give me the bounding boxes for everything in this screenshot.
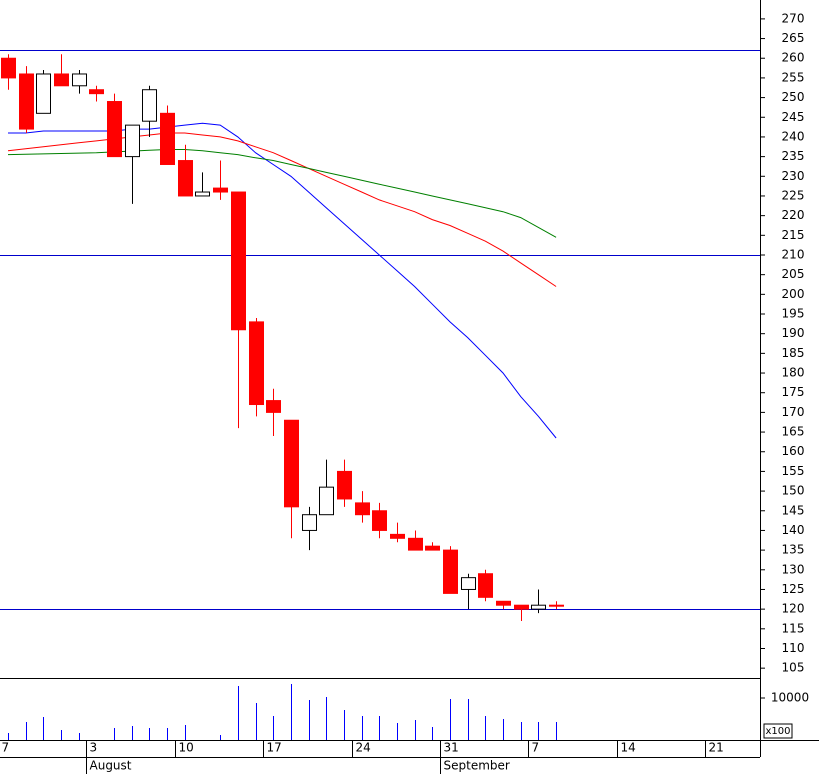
x-tick-label: 7 (2, 741, 10, 755)
x-tick-label: 10 (179, 741, 194, 755)
candle-body (266, 400, 281, 413)
candle-body (425, 545, 440, 551)
moving-average-line (7, 132, 557, 287)
x-tick-label: 3 (90, 741, 98, 755)
y-tick-label: 145 (782, 503, 805, 517)
candle-body (496, 600, 511, 606)
candle-body (531, 604, 546, 610)
candle-body (54, 73, 69, 87)
candle-body (372, 510, 387, 531)
candle-body (390, 533, 405, 539)
y-tick-label: 220 (782, 208, 805, 222)
x-tick-label: 14 (621, 741, 636, 755)
volume-unit-label: x100 (765, 726, 790, 737)
y-tick-label: 115 (782, 621, 805, 635)
y-tick-label: 110 (782, 641, 805, 655)
x-tick-label: 21 (709, 741, 724, 755)
x-tick-label: 7 (532, 741, 540, 755)
x-tick-label: 31 (444, 741, 459, 755)
y-tick-label: 240 (782, 129, 805, 143)
y-tick-label: 215 (782, 228, 805, 242)
candle-body (89, 89, 104, 95)
candle-body (142, 89, 157, 122)
candle-body (319, 486, 334, 516)
candle-body (284, 419, 299, 508)
moving-average-line (7, 149, 557, 238)
x-tick-label: 24 (356, 741, 371, 755)
y-tick-label: 170 (782, 405, 805, 419)
y-tick-label: 130 (782, 562, 805, 576)
y-tick-label: 250 (782, 90, 805, 104)
y-tick-label: 260 (782, 51, 805, 65)
y-tick-label: 255 (782, 70, 805, 84)
y-tick-label: 105 (782, 661, 805, 675)
unit-box (763, 723, 793, 739)
candle-body (302, 514, 317, 531)
candle-body (178, 160, 193, 197)
y-tick-label: 230 (782, 169, 805, 183)
y-tick-label: 225 (782, 188, 805, 202)
y-tick-label: 195 (782, 307, 805, 321)
month-label: September (444, 759, 510, 773)
candle-body (408, 537, 423, 551)
candle-body (1, 57, 16, 79)
candle-body (19, 73, 34, 130)
candle-body (549, 604, 564, 607)
y-tick-label: 135 (782, 543, 805, 557)
y-tick-label: 245 (782, 110, 805, 124)
candle-body (195, 191, 210, 197)
y-tick-label: 150 (782, 484, 805, 498)
y-tick-label: 125 (782, 582, 805, 596)
candle-body (337, 470, 352, 500)
candle-body (231, 191, 246, 331)
candle-body (478, 573, 493, 598)
y-tick-label: 175 (782, 385, 805, 399)
y-tick-label: 120 (782, 602, 805, 616)
candle-body (125, 124, 140, 158)
y-tick-label: 270 (782, 11, 805, 25)
x-tick-label: 17 (267, 741, 282, 755)
candle-body (355, 502, 370, 516)
candle-body (107, 101, 122, 158)
y-tick-label: 185 (782, 346, 805, 360)
candle-body (249, 321, 264, 406)
moving-average-line (8, 122, 557, 439)
y-tick-label: 140 (782, 523, 805, 537)
y-tick-label: 205 (782, 267, 805, 281)
candle-body (160, 112, 175, 165)
y-tick-label: 165 (782, 425, 805, 439)
candle-body (213, 187, 228, 193)
y-tick-label: 235 (782, 149, 805, 163)
y-tick-label: 155 (782, 464, 805, 478)
y-tick-label: 160 (782, 444, 805, 458)
y-tick-label: 210 (782, 247, 805, 261)
y-tick-label: 190 (782, 326, 805, 340)
candle-body (461, 577, 476, 590)
y-tick-label: 180 (782, 366, 805, 380)
y-tick-label: 265 (782, 31, 805, 45)
y-tick-label: 200 (782, 287, 805, 301)
month-label: August (90, 759, 132, 773)
volume-tick-label: 10000 (771, 691, 809, 705)
candle-body (36, 73, 51, 114)
candle-body (72, 73, 87, 87)
candle-body (514, 604, 529, 610)
candle-body (443, 549, 458, 594)
